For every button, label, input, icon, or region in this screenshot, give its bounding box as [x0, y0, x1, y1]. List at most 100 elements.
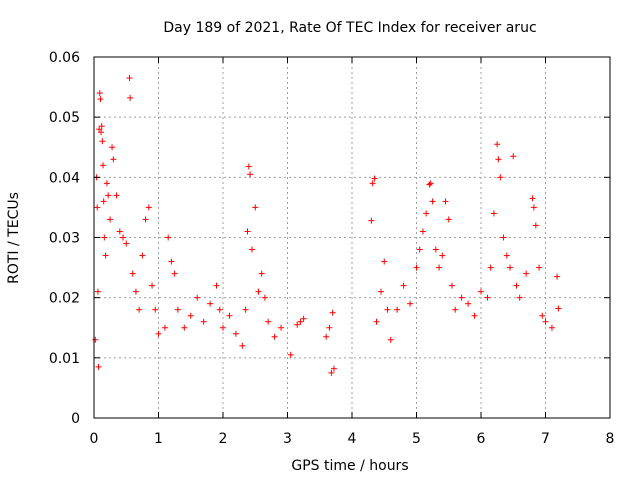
axis-ticks: 0 1 2 3 4 5 6 7 8 0 0.01 0.02 0.03 0.04 0.05 0.06 — [49, 50, 615, 447]
data-point — [99, 138, 106, 145]
data-point — [94, 288, 101, 295]
data-point — [554, 273, 561, 280]
x-tick-label: 2 — [219, 431, 228, 447]
data-point — [278, 324, 285, 331]
data-point — [297, 318, 304, 325]
data-point — [161, 324, 168, 331]
data-point — [129, 270, 136, 277]
data-point — [216, 306, 223, 313]
y-tick-label: 0.03 — [49, 231, 80, 247]
data-point — [226, 312, 233, 319]
data-point — [92, 336, 99, 343]
data-point — [530, 204, 537, 211]
data-point — [507, 264, 514, 271]
data-point — [452, 306, 459, 313]
data-point — [445, 216, 452, 223]
data-point — [381, 258, 388, 265]
x-tick-label: 5 — [412, 431, 421, 447]
data-point — [261, 294, 268, 301]
data-point — [494, 141, 501, 148]
data-point — [523, 270, 530, 277]
data-point — [484, 294, 491, 301]
data-point — [247, 171, 254, 178]
y-tick-label: 0.05 — [49, 110, 80, 126]
data-point — [242, 306, 249, 313]
data-point — [252, 204, 259, 211]
data-point — [323, 333, 330, 340]
data-point — [105, 192, 112, 199]
x-tick-label: 8 — [606, 431, 615, 447]
chart-title: Day 189 of 2021, Rate Of TEC Index for r… — [163, 20, 536, 36]
x-axis-label: GPS time / hours — [291, 458, 408, 474]
data-point — [516, 294, 523, 301]
data-point — [400, 282, 407, 289]
x-tick-label: 3 — [283, 431, 292, 447]
data-point — [249, 246, 256, 253]
y-axis-label: ROTI / TECUs — [6, 192, 22, 284]
data-point — [448, 282, 455, 289]
data-point — [495, 156, 502, 163]
data-point — [373, 318, 380, 325]
data-point — [120, 234, 127, 241]
data-point — [532, 222, 539, 229]
data-point — [413, 264, 420, 271]
data-point — [510, 153, 517, 160]
data-point — [239, 342, 246, 349]
data-point — [300, 315, 307, 322]
data-point — [100, 198, 107, 205]
data-point — [149, 282, 156, 289]
data-point — [98, 129, 105, 136]
x-tick-label: 0 — [90, 431, 99, 447]
data-point — [132, 288, 139, 295]
data-point — [378, 288, 385, 295]
data-point — [94, 204, 101, 211]
data-point — [503, 252, 510, 259]
data-point — [165, 234, 172, 241]
data-point — [95, 363, 102, 370]
data-point — [245, 163, 252, 170]
data-point — [187, 312, 194, 319]
data-point — [539, 312, 546, 319]
data-point — [529, 195, 536, 202]
data-point — [127, 94, 134, 101]
data-point — [513, 282, 520, 289]
data-point — [384, 306, 391, 313]
data-point — [258, 270, 265, 277]
data-point — [244, 228, 251, 235]
data-point — [97, 96, 104, 103]
y-tick-label: 0 — [71, 411, 80, 427]
data-point — [330, 365, 337, 372]
data-point — [220, 324, 226, 331]
data-point — [98, 123, 105, 130]
y-tick-label: 0.04 — [49, 170, 80, 186]
data-point — [213, 282, 220, 289]
data-point — [471, 312, 478, 319]
data-point — [423, 210, 430, 217]
data-point — [174, 306, 181, 313]
data-point — [139, 252, 146, 259]
x-tick-label: 4 — [348, 431, 357, 447]
data-point — [442, 198, 449, 205]
data-point — [432, 246, 439, 253]
data-point — [426, 181, 433, 188]
data-point — [328, 369, 335, 376]
data-point — [371, 175, 378, 182]
data-point — [329, 309, 336, 316]
data-point — [200, 318, 207, 325]
data-point — [542, 318, 549, 325]
data-points — [92, 75, 562, 376]
data-point — [439, 252, 446, 259]
x-tick-label: 1 — [154, 431, 163, 447]
data-point — [110, 156, 117, 163]
data-point — [232, 330, 239, 337]
data-point — [368, 217, 375, 224]
data-point — [326, 324, 333, 331]
data-point — [101, 234, 108, 241]
data-point — [287, 351, 294, 358]
data-point — [155, 330, 162, 337]
y-tick-label: 0.02 — [49, 291, 80, 307]
y-tick-label: 0.06 — [49, 50, 80, 66]
data-point — [369, 180, 376, 187]
data-point — [271, 333, 278, 340]
data-point — [255, 288, 262, 295]
